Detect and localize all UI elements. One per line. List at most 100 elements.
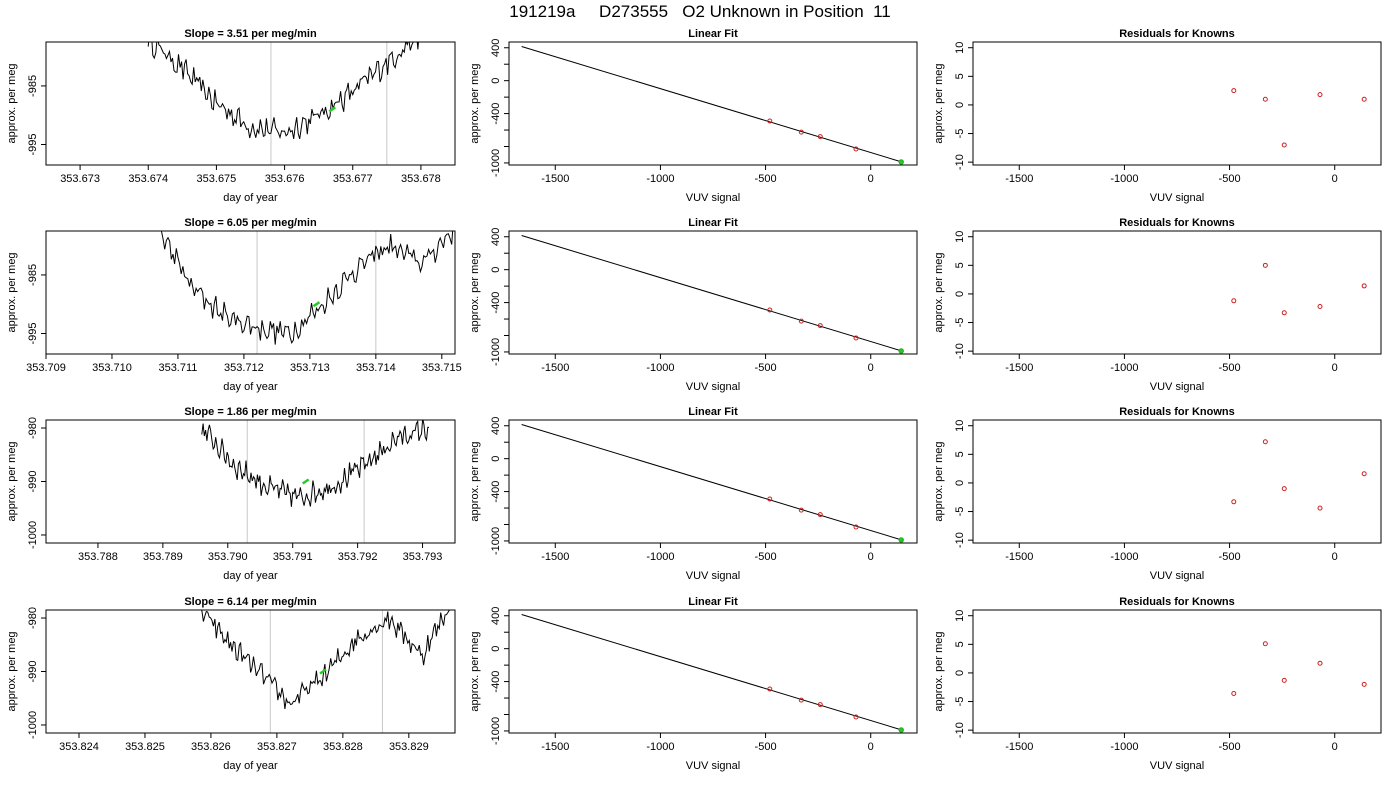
p0-x-tick-label-0: 353.673 [60,173,100,185]
p8-x-tick-label-0: -1500 [1005,551,1033,563]
p5-panel-title: Residuals for Knowns [1119,217,1235,229]
p4-y-tick-label-1: 0 [490,267,502,273]
p7-x-tick-label-2: -500 [755,551,777,563]
p6-x-tick-label-2: 353.790 [208,551,248,563]
p10-known-point-3 [853,714,859,720]
p1-known-point-1 [798,129,804,135]
p5-y-tick-label-3: -5 [954,318,966,328]
p2-x-tick-label-0: -1500 [1005,173,1033,185]
p3-y-axis-label: approx. per meg [6,252,18,332]
p5-y-tick-label-4: -10 [954,343,966,359]
p3-x-tick-label-1: 353.710 [92,362,132,374]
p10-y-tick-label-2: -400 [490,671,502,693]
p0-x-tick-label-3: 353.676 [265,173,305,185]
p6-x-tick-label-5: 353.793 [403,551,443,563]
p5-x-axis-label: VUV signal [1150,381,1204,393]
p9-x-tick-label-3: 353.827 [257,741,297,753]
p3-x-tick-label-2: 353.711 [158,362,197,374]
p10-y-tick-label-3: -1000 [490,717,502,745]
p8-y-tick-label-1: 5 [954,451,966,457]
p7-panel-title: Linear Fit [688,406,738,418]
p2-residual-point-4 [1361,96,1367,102]
p8-residual-point-4 [1361,471,1367,477]
p11-y-tick-label-3: -5 [954,697,966,707]
p10-x-tick-label-2: -500 [755,741,777,753]
p0-series-line [147,42,419,140]
p10-plot-frame [508,609,918,734]
p1-known-point-3 [853,146,859,152]
p7-x-tick-label-1: -1000 [646,551,674,563]
p5-x-tick-label-2: -500 [1219,362,1241,374]
p2-x-tick-label-1: -1000 [1110,173,1138,185]
p7-known-point-3 [853,524,859,530]
p11-panel-title: Residuals for Knowns [1119,596,1235,608]
p4-unknown-point [898,348,904,354]
p3-x-tick-label-0: 353.709 [26,362,66,374]
p0-x-tick-label-5: 353.678 [401,173,441,185]
p2-y-axis-label: approx. per meg [933,63,945,143]
page-title: 191219a D273555 O2 Unknown in Position 1… [509,2,891,21]
p4-plot-frame [508,230,918,355]
p11-x-tick-label-3: 0 [1332,741,1338,753]
p5-x-tick-label-1: -1000 [1110,362,1138,374]
p8-residual-point-3 [1317,505,1323,511]
p9-y-tick-label-2: -1000 [27,711,39,739]
p3-x-tick-label-5: 353.714 [356,362,396,374]
p4-panel-title: Linear Fit [688,217,738,229]
p0-unknown-marker [328,106,336,113]
p7-known-point-0 [767,496,773,502]
p7-y-tick-label-2: -400 [490,481,502,503]
p11-y-axis-label: approx. per meg [933,631,945,711]
p9-y-tick-label-1: -990 [27,660,39,682]
p10-known-point-2 [817,702,823,708]
p2-y-tick-label-4: -10 [954,154,966,170]
p9-x-tick-label-1: 353.825 [125,741,165,753]
p11-residual-point-1 [1262,641,1268,647]
p3-x-tick-label-3: 353.712 [224,362,264,374]
p3-plot-frame [45,230,456,355]
p5-y-tick-label-2: 0 [954,291,966,297]
p3-series-line [160,231,454,345]
p2-residual-point-0 [1231,88,1237,94]
p6-x-tick-label-0: 353.788 [78,551,118,563]
p4-x-axis-label: VUV signal [686,381,740,393]
p3-unknown-marker [312,301,321,308]
p5-residual-point-2 [1281,310,1287,316]
p6-x-axis-label: day of year [223,570,278,582]
p4-y-tick-label-0: 400 [490,228,502,246]
p4-x-tick-label-0: -1500 [541,362,569,374]
p1-y-axis-label: approx. per meg [469,63,481,143]
p7-x-tick-label-3: 0 [868,551,874,563]
p9-y-tick-label-0: -980 [27,607,39,629]
p7-plot-frame [508,419,918,544]
p2-plot-frame [972,41,1382,166]
p7-y-tick-label-1: 0 [490,456,502,462]
p10-panel-title: Linear Fit [688,596,738,608]
p4-y-tick-label-3: -1000 [490,338,502,366]
p4-y-axis-label: approx. per meg [469,252,481,332]
p10-y-axis-label: approx. per meg [469,631,481,711]
p5-residual-point-3 [1317,304,1323,310]
p1-known-point-2 [817,134,823,140]
p11-residual-point-0 [1231,691,1237,697]
p10-y-tick-label-1: 0 [490,646,502,652]
p1-y-tick-label-3: -1000 [490,149,502,177]
p8-y-axis-label: approx. per meg [933,441,945,521]
p7-known-point-1 [798,507,804,513]
p1-x-tick-label-0: -1500 [541,173,569,185]
p10-x-tick-label-1: -1000 [646,741,674,753]
p7-y-tick-label-0: 400 [490,417,502,435]
p8-residual-point-2 [1281,486,1287,492]
p2-panel-title: Residuals for Knowns [1119,28,1235,40]
p10-fit-line [521,614,903,731]
p6-panel-title: Slope = 1.86 per meg/min [184,406,317,418]
p8-x-tick-label-1: -1000 [1110,551,1138,563]
p5-y-tick-label-0: 10 [954,231,966,243]
p10-known-point-1 [798,697,804,703]
p9-x-axis-label: day of year [223,760,278,772]
p11-residual-point-2 [1281,677,1287,683]
p6-unknown-marker [301,478,310,485]
p10-unknown-point [898,727,904,733]
p9-unknown-marker [319,668,327,675]
